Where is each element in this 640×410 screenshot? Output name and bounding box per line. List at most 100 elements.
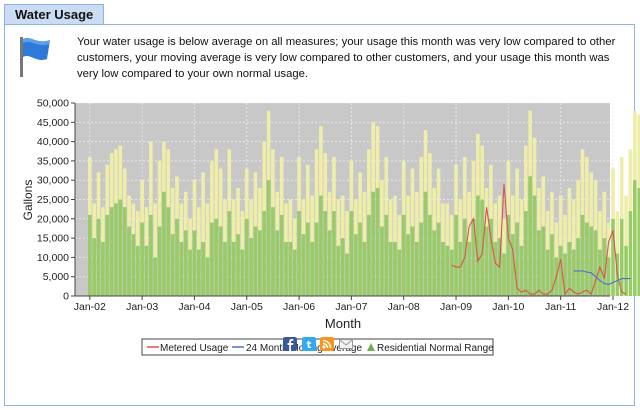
range-low-bar <box>327 230 332 296</box>
range-high-bar <box>428 153 432 215</box>
range-low-bar <box>550 234 554 296</box>
range-low-bar <box>279 214 284 296</box>
range-low-bar <box>105 214 110 296</box>
range-low-bar <box>275 230 280 296</box>
range-low-bar <box>558 245 563 296</box>
range-high-bar <box>358 172 362 223</box>
range-high-bar <box>489 164 493 219</box>
range-low-bar <box>323 211 328 296</box>
range-high-bar <box>515 168 519 223</box>
range-low-bar <box>441 241 445 296</box>
range-low-bar <box>515 222 519 296</box>
range-low-bar <box>162 191 166 296</box>
range-high-bar <box>140 180 144 223</box>
range-low-bar <box>92 238 96 296</box>
range-low-bar <box>619 218 624 296</box>
range-low-bar <box>454 214 458 296</box>
range-low-bar <box>231 241 236 296</box>
range-high-bar <box>319 126 323 196</box>
x-tick-label: Jan-10 <box>492 301 524 313</box>
range-high-bar <box>384 157 389 215</box>
range-high-bar <box>284 203 288 242</box>
range-low-bar <box>336 245 341 296</box>
range-low-bar <box>502 253 506 296</box>
range-low-bar <box>406 234 410 296</box>
y-tick-label: 20,000 <box>37 213 69 225</box>
usage-summary-text: Your water usage is below average on all… <box>77 36 616 80</box>
range-high-bar <box>567 187 572 242</box>
range-high-bar <box>524 145 528 212</box>
range-high-bar <box>297 157 301 212</box>
range-low-bar <box>358 222 362 296</box>
range-low-bar <box>397 249 402 296</box>
range-high-bar <box>214 149 219 219</box>
range-high-bar <box>493 203 498 242</box>
range-low-bar <box>576 238 580 296</box>
range-high-bar <box>131 203 136 235</box>
y-axis-label: Gallons <box>21 180 35 221</box>
range-high-bar <box>497 195 502 239</box>
email-icon[interactable] <box>339 337 353 351</box>
range-high-bar <box>122 168 127 208</box>
range-low-bar <box>227 211 232 296</box>
range-low-bar <box>593 230 598 296</box>
rss-icon[interactable] <box>320 337 334 351</box>
range-high-bar <box>458 199 463 242</box>
range-low-bar <box>467 241 471 296</box>
range-high-bar <box>571 199 576 250</box>
range-high-bar <box>118 145 123 200</box>
x-tick-label: Jan-07 <box>335 301 367 313</box>
range-high-bar <box>502 218 506 254</box>
range-high-bar <box>441 203 445 242</box>
range-low-bar <box>393 241 397 296</box>
range-low-bar <box>140 222 144 296</box>
range-low-bar <box>301 234 306 296</box>
range-high-bar <box>580 149 585 215</box>
range-low-bar <box>384 214 389 296</box>
range-low-bar <box>471 218 476 296</box>
y-axis: 0 5,000 10,000 15,000 20,000 25,000 30,000 35,0… <box>37 98 76 303</box>
range-high-bar <box>401 160 406 215</box>
range-low-bar <box>537 230 541 296</box>
facebook-icon[interactable] <box>283 337 297 351</box>
range-high-bar <box>306 164 310 223</box>
range-low-bar <box>179 241 184 296</box>
y-tick-label: 15,000 <box>37 233 69 245</box>
range-high-bar <box>170 187 175 235</box>
water-usage-tab[interactable]: Water Usage <box>4 4 105 25</box>
range-high-bar <box>153 203 157 258</box>
range-high-bar <box>619 157 624 219</box>
range-low-bar <box>637 187 640 296</box>
range-low-bar <box>611 218 615 296</box>
range-high-bar <box>275 191 280 231</box>
range-low-bar <box>258 230 262 296</box>
range-high-bar <box>144 207 149 246</box>
range-high-bar <box>183 191 188 231</box>
range-high-bar <box>467 191 471 242</box>
range-high-bar <box>585 157 589 223</box>
range-low-bar <box>436 222 441 296</box>
range-high-bar <box>127 195 131 227</box>
range-high-bar <box>449 214 454 250</box>
range-low-bar <box>253 226 258 296</box>
range-low-bar <box>528 176 532 296</box>
range-high-bar <box>541 176 546 227</box>
twitter-icon[interactable]: t <box>302 337 316 351</box>
range-low-bar <box>197 249 201 296</box>
range-high-bar <box>532 137 537 196</box>
range-high-bar <box>519 199 524 246</box>
range-high-bar <box>367 149 371 215</box>
svg-text:t: t <box>307 340 312 351</box>
y-tick-label: 25,000 <box>37 194 69 206</box>
range-low-bar <box>218 226 223 296</box>
range-low-bar <box>506 214 511 296</box>
range-high-bar <box>606 222 611 258</box>
range-high-bar <box>109 153 114 208</box>
range-high-bar <box>598 211 602 250</box>
range-low-bar <box>210 222 214 296</box>
range-high-bar <box>528 110 532 177</box>
range-high-bar <box>537 187 541 231</box>
range-high-bar <box>323 153 328 212</box>
range-high-bar <box>301 199 306 235</box>
range-high-bar <box>175 176 179 219</box>
